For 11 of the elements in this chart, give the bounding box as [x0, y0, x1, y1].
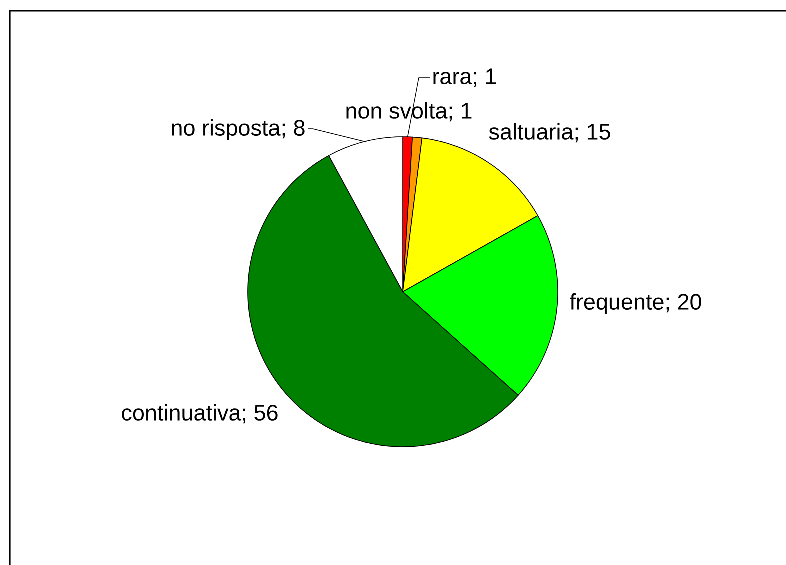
- data-label: ; 1: [450, 103, 472, 122]
- slice-label: no risposta: [172, 120, 281, 140]
- data-label: ; 56: [243, 405, 278, 424]
- slice-label: saltuaria: [489, 123, 574, 140]
- slice-label: rara: [434, 72, 472, 85]
- data-label: ; 20: [666, 294, 702, 313]
- data-label: ; 15: [576, 124, 610, 143]
- slice-label: continuativa: [122, 404, 242, 421]
- data-label: ; 1: [474, 68, 496, 88]
- data-label: ; 8: [282, 120, 305, 139]
- slice-label: frequente: [570, 294, 664, 314]
